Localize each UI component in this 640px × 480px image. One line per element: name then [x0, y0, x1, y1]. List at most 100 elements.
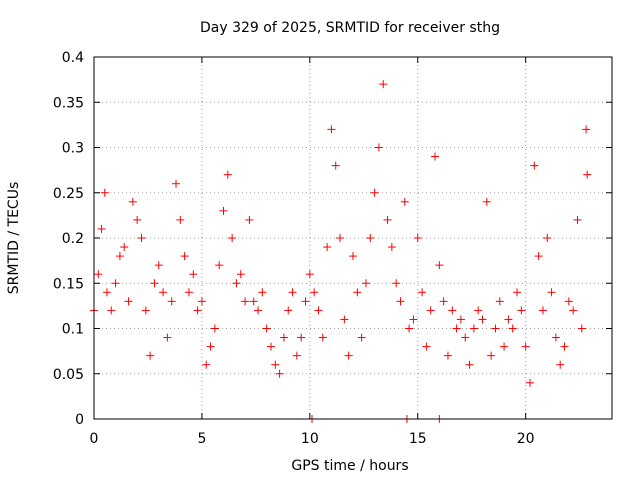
data-point — [474, 306, 483, 315]
data-point — [310, 288, 319, 297]
data-point — [340, 315, 349, 324]
data-point — [349, 252, 357, 261]
data-point — [150, 279, 159, 288]
data-point — [297, 333, 306, 342]
data-point — [543, 234, 552, 242]
data-point — [163, 333, 172, 342]
data-point — [249, 297, 258, 306]
data-point — [577, 324, 586, 333]
data-points — [90, 80, 592, 423]
data-point — [232, 279, 241, 288]
data-point — [159, 288, 168, 297]
data-point — [245, 215, 254, 224]
data-point — [128, 197, 137, 206]
data-point — [525, 378, 534, 387]
data-point — [426, 306, 435, 315]
data-point — [573, 215, 582, 224]
data-point — [266, 342, 275, 351]
data-point — [318, 333, 327, 342]
data-point — [500, 342, 509, 351]
data-point — [521, 342, 530, 351]
data-point — [141, 306, 150, 315]
data-point — [443, 351, 452, 360]
data-point — [258, 288, 267, 297]
data-point — [465, 360, 474, 369]
data-point — [254, 306, 263, 315]
data-point — [100, 188, 109, 197]
y-tick-label: 0.2 — [62, 231, 84, 247]
data-point — [236, 270, 245, 279]
x-tick-label: 10 — [301, 431, 319, 447]
data-point — [172, 179, 181, 188]
data-point — [115, 252, 124, 261]
data-point — [167, 297, 176, 306]
data-point — [439, 297, 448, 306]
y-tick-label: 0.4 — [62, 50, 84, 66]
data-point — [206, 342, 215, 351]
data-point — [530, 161, 539, 170]
data-point — [305, 270, 314, 279]
data-point — [374, 143, 383, 152]
data-point — [357, 333, 366, 342]
data-point — [361, 279, 370, 288]
data-point — [370, 188, 379, 197]
data-point — [154, 261, 163, 270]
data-point — [323, 243, 332, 252]
y-tick-label: 0.15 — [53, 276, 84, 292]
data-point — [189, 270, 198, 279]
data-point — [405, 324, 414, 333]
data-point — [146, 351, 155, 360]
x-tick-label: 15 — [409, 431, 427, 447]
data-point — [513, 288, 522, 297]
data-point — [241, 297, 250, 306]
data-point — [422, 342, 431, 351]
y-tick-label: 0.1 — [62, 322, 84, 338]
data-point — [495, 297, 504, 306]
data-point — [111, 279, 120, 288]
data-point — [137, 234, 146, 242]
data-point — [215, 261, 224, 270]
data-point — [482, 197, 491, 206]
data-point — [102, 288, 111, 297]
y-tick-label: 0.05 — [53, 367, 84, 383]
data-point — [556, 360, 565, 369]
y-tick-label: 0.35 — [53, 95, 84, 111]
data-point — [180, 252, 189, 261]
data-point — [288, 288, 297, 297]
data-point — [176, 215, 185, 224]
data-point — [504, 315, 513, 324]
data-point — [413, 234, 422, 242]
data-point — [431, 152, 440, 161]
data-point — [271, 360, 280, 369]
data-point — [314, 306, 323, 315]
data-point — [461, 333, 470, 342]
x-axis-label: GPS time / hours — [291, 458, 408, 474]
x-tick-label: 0 — [90, 431, 99, 447]
data-point — [353, 288, 362, 297]
data-point — [262, 324, 271, 333]
x-tick-label: 5 — [197, 431, 206, 447]
data-point — [418, 288, 427, 297]
data-point — [469, 324, 478, 333]
data-point — [538, 306, 547, 315]
data-point — [564, 297, 573, 306]
data-point — [223, 170, 232, 179]
data-point — [193, 306, 202, 315]
data-point — [582, 125, 591, 134]
grid — [94, 57, 612, 419]
data-point — [547, 288, 556, 297]
data-point — [560, 342, 569, 351]
y-tick-labels: 0 0.05 0.1 0.15 0.2 0.25 0.3 0.35 0.4 — [53, 50, 84, 428]
data-point — [331, 161, 340, 170]
data-point — [202, 360, 211, 369]
data-point — [400, 197, 409, 206]
data-point — [133, 215, 142, 224]
data-point — [551, 333, 560, 342]
data-point — [569, 306, 578, 315]
data-point — [392, 279, 401, 288]
data-point — [94, 270, 103, 279]
data-point — [383, 215, 392, 224]
data-point — [456, 315, 465, 324]
x-tick-label: 20 — [517, 431, 535, 447]
chart-title: Day 329 of 2025, SRMTID for receiver sth… — [200, 20, 500, 36]
